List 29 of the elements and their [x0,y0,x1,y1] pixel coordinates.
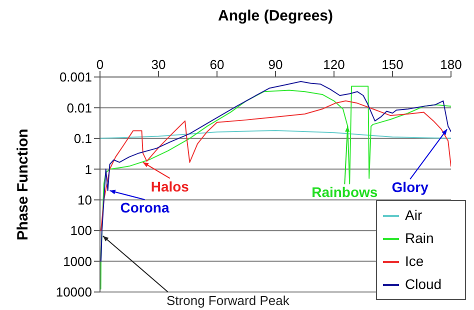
y-tick-label: 0.001 [59,70,92,85]
y-tick-label: 100 [70,223,92,238]
annotation: Rainbows [312,184,378,200]
y-tick-label: 1000 [63,254,92,269]
x-tick-label: 150 [382,57,404,72]
legend-label: Rain [405,229,434,248]
y-tick-label: 1 [84,162,92,177]
x-tick-label: 30 [151,57,166,72]
y-tick-label: 10 [78,192,92,208]
y-tick-label: 0.01 [66,100,92,116]
legend-label: Cloud [405,275,442,294]
line-series [100,100,451,232]
x-tick-label: 90 [268,57,283,72]
y-tick-label: 10000 [56,284,92,300]
line-series [100,86,451,290]
annotation: Halos [150,178,190,194]
legend-label: Ice [405,252,424,271]
x-tick-label: 60 [210,57,224,72]
line-series [100,130,451,139]
x-tick-label: 180 [440,57,462,72]
y-tick-label: 0.1 [74,131,92,146]
x-axis-title: Angle (Degrees) [218,8,334,25]
x-tick-label: 0 [96,57,104,72]
legend-label: Air [405,206,422,225]
annotation: Corona [120,200,170,216]
annotation: Strong Forward Peak [166,292,290,308]
y-axis-title: Phase Function [14,128,32,240]
x-tick-label: 120 [323,57,345,72]
annotation: Glory [392,179,429,196]
